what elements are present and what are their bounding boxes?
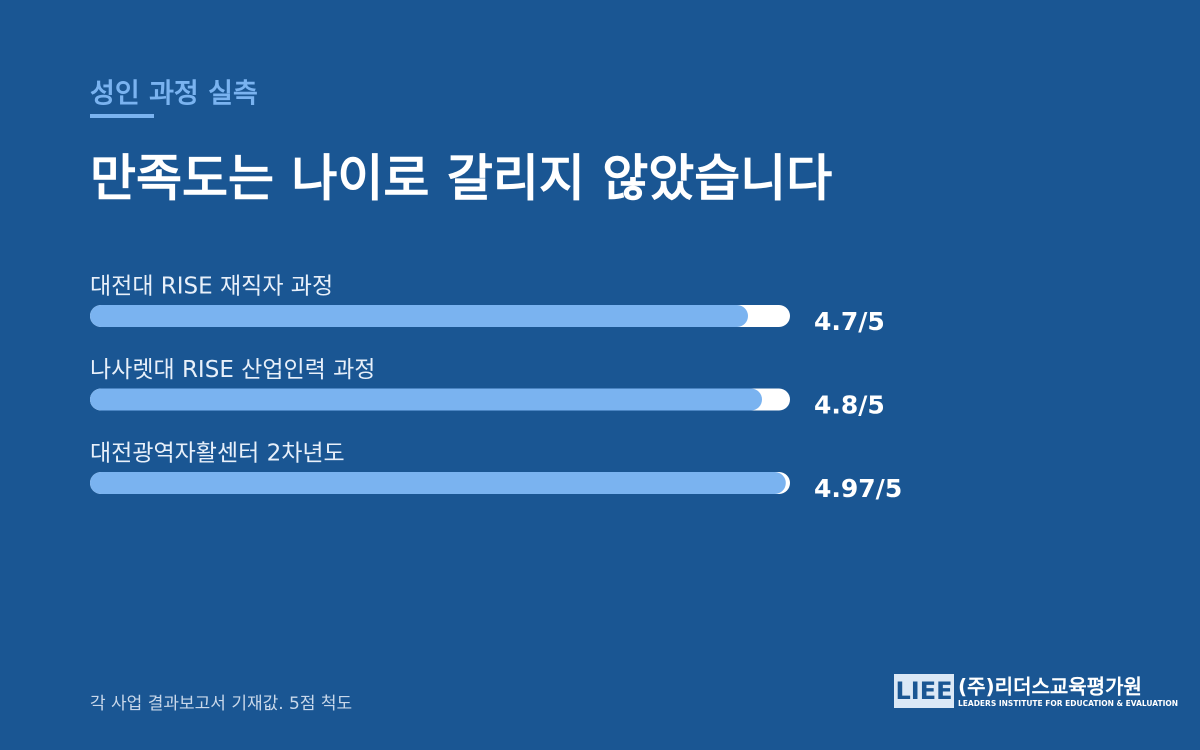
logo-name: (주)리더스교육평가원	[958, 675, 1142, 699]
value-label: 4.7/5	[814, 307, 885, 336]
category-label: 대전대 RISE 재직자 과정	[90, 274, 333, 300]
logo-tagline: LEADERS INSTITUTE FOR EDUCATION & EVALUA…	[958, 699, 1178, 708]
footnote: 각 사업 결과보고서 기재값. 5점 척도	[90, 694, 352, 714]
bar	[90, 305, 748, 327]
bar	[90, 472, 786, 494]
kicker: 성인 과정 실측	[90, 79, 258, 110]
value-label: 4.8/5	[814, 391, 885, 420]
logo-mark: LIEE	[895, 677, 952, 705]
value-label: 4.97/5	[814, 474, 902, 503]
kicker-underline	[90, 114, 154, 118]
category-label: 대전광역자활센터 2차년도	[90, 441, 345, 467]
bar	[90, 388, 762, 411]
chart-title: 만족도는 나이로 갈리지 않았습니다	[90, 150, 832, 208]
logo-mark-bg	[894, 674, 954, 708]
category-label: 나사렛대 RISE 산업인력 과정	[90, 357, 375, 383]
